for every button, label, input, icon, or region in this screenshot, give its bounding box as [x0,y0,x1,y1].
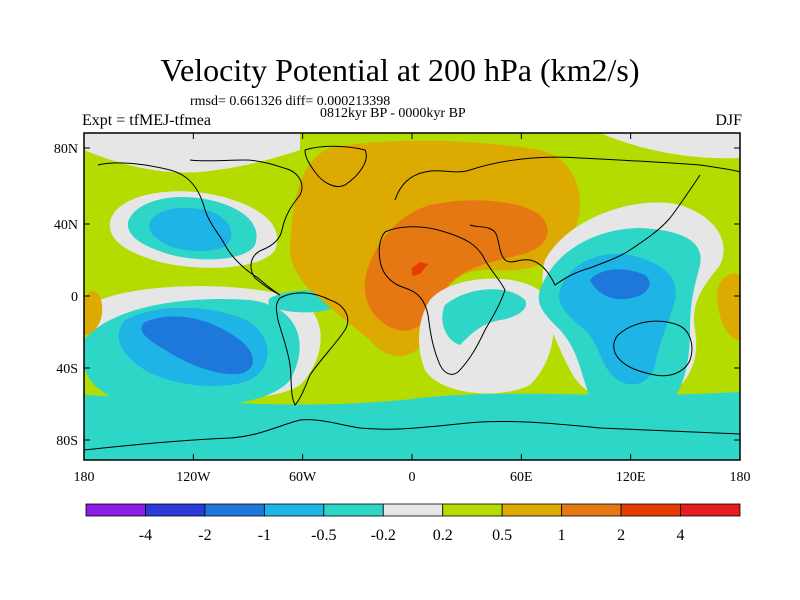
lat-tick-label: 40S [56,362,78,377]
colorbar-swatch [561,503,622,517]
colorbar: -4 -2 -1 -0.5 -0.2 0.2 0.5 1 2 4 [85,503,741,544]
colorbar-label: 1 [558,527,566,544]
colorbar-label: -1 [258,527,271,544]
colorbar-swatch [263,503,325,517]
coastlines [84,145,740,451]
colorbar-label: -0.2 [371,527,396,544]
colorbar-swatch [323,503,384,517]
lat-tick-label: 0 [71,290,78,305]
southern-ocean-band [84,392,740,460]
colorbar-swatch [680,503,741,517]
longitude-axis: 180 120W 60W 0 60E 120E 180 [74,133,751,485]
season-label: DJF [715,112,742,129]
time-period-label: 0812kyr BP - 0000kyr BP [320,106,466,121]
lat-tick-label: 80S [56,434,78,449]
colorbar-label: 2 [617,527,625,544]
lon-tick-label: 0 [409,470,416,485]
far-east-weak-positive [717,273,740,340]
indo-pacific-strong-negative [590,269,650,300]
colorbar-swatch [501,503,563,517]
rmsd-diff-stats: rmsd= 0.661326 diff= 0.000213398 [190,94,391,109]
map-title: Velocity Potential at 200 hPa (km2/s) [160,52,640,88]
colorbar-swatch [204,503,265,517]
lon-tick-label: 180 [74,470,95,485]
colorbar-label: 4 [677,527,685,544]
experiment-label: Expt = tfMEJ-tfmea [82,112,211,129]
lon-tick-label: 180 [730,470,751,485]
australia-coast [613,320,693,377]
colorbar-label: -4 [139,527,152,544]
colorbar-label: 0.5 [492,527,512,544]
arctic-neutral-region [84,133,300,173]
arctic-neutral-region-east [600,133,740,159]
colorbar-label: -2 [198,527,211,544]
colorbar-swatch [620,503,681,517]
lon-tick-label: 60W [289,470,317,485]
antarctica-coast [84,419,740,451]
north-africa-moderate-positive [364,200,548,331]
contour-field [84,133,740,460]
greenland-coast [304,145,367,187]
eurasia-coast [394,156,740,286]
north-pacific-moderate-negative [149,207,232,252]
colorbar-label: -0.5 [311,527,336,544]
lat-tick-label: 80N [54,142,78,157]
colorbar-swatch [85,503,146,517]
east-pacific-weak-positive [84,290,103,335]
colorbar-swatch [145,503,206,517]
colorbar-swatch [442,503,503,517]
lat-tick-label: 40N [54,218,78,233]
south-america-coast [275,292,349,406]
colorbar-label: 0.2 [433,527,453,544]
north-africa-strong-positive [412,262,428,276]
southern-africa-weak-negative [442,289,526,345]
lon-tick-label: 60E [510,470,533,485]
south-pacific-strong-negative [141,316,253,375]
latitude-axis: 80N 40N 0 40S 80S [54,142,740,449]
africa-coast [378,226,506,375]
lon-tick-label: 120E [616,470,646,485]
north-america-coast [97,159,303,296]
colorbar-swatch [382,503,444,517]
lon-tick-label: 120W [176,470,211,485]
